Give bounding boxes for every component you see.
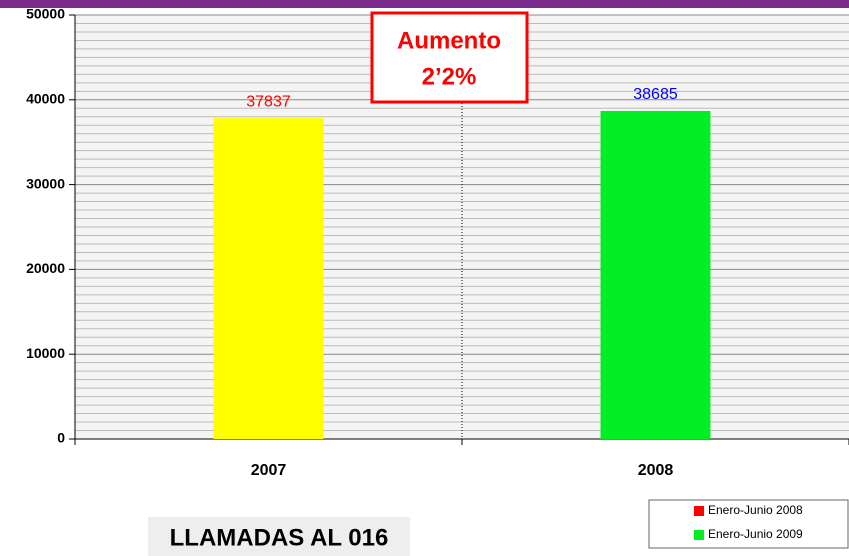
x-tick-label: 2007 [251,462,287,479]
top-strip [0,0,849,8]
y-tick-label: 20000 [26,260,65,276]
y-tick-label: 40000 [26,91,65,107]
y-tick-label: 50000 [26,6,65,22]
legend-swatch [694,506,704,516]
annotation-text: 2’2% [422,63,477,90]
value-label: 37837 [246,93,291,110]
legend-label: Enero-Junio 2008 [708,503,803,517]
bar [213,118,324,439]
y-tick-label: 10000 [26,345,65,361]
marks: 2007 37837 2008 38685 [213,86,711,479]
legend-swatch [694,530,704,540]
y-tick-label: 30000 [26,175,65,191]
annotation-text: Aumento [397,27,501,54]
annotation-box [370,11,529,104]
value-label: 38685 [633,86,678,103]
y-tick-label: 0 [57,430,65,446]
legend-label: Enero-Junio 2009 [708,527,803,541]
legend: Enero-Junio 2008 Enero-Junio 2009 [694,503,803,541]
caption: LLAMADAS AL 016 [170,524,389,551]
legend-box [648,499,849,549]
x-tick-label: 2008 [638,462,674,479]
bar [600,110,711,439]
grid: 0 10000 20000 30000 40000 50000 [26,6,849,446]
caption-box [148,517,410,556]
